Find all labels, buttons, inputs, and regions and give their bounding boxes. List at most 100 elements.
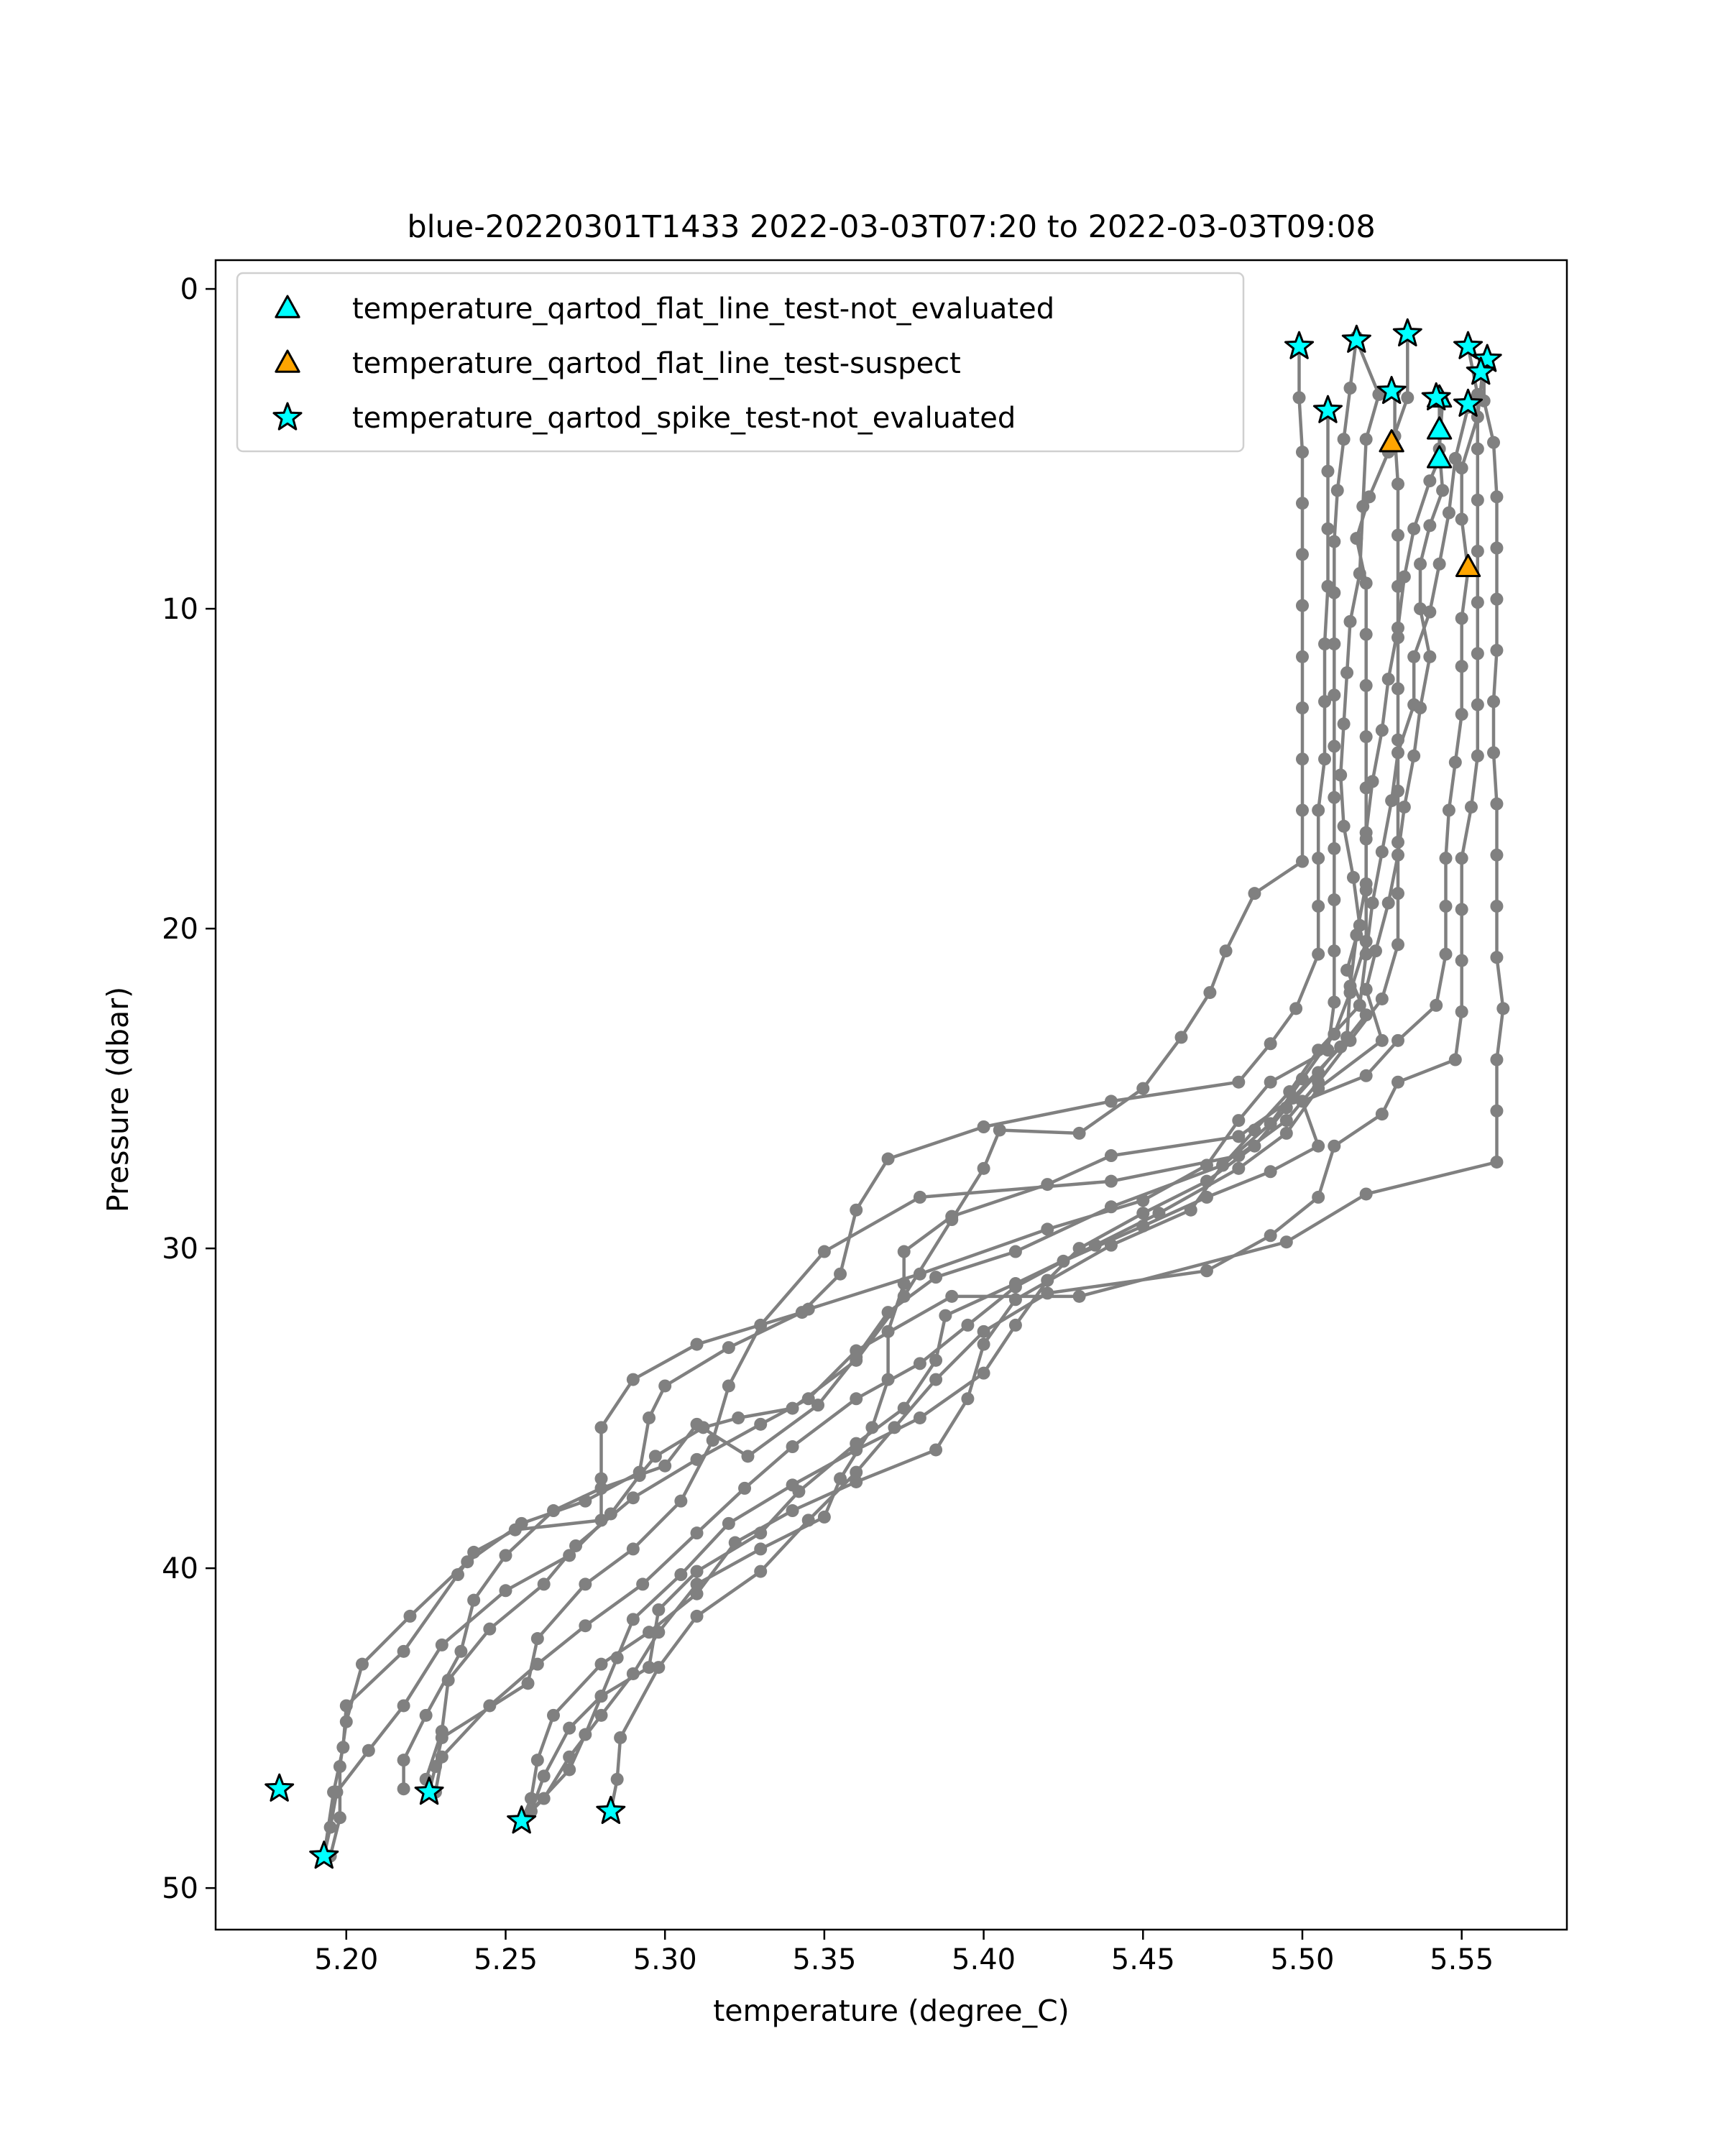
profile-point	[1008, 1245, 1022, 1258]
profile-point	[1312, 803, 1325, 817]
legend-triangle-icon	[275, 349, 300, 373]
profile-point	[977, 1366, 990, 1380]
profile-point	[690, 1577, 704, 1591]
profile-point	[1490, 541, 1504, 555]
profile-point	[690, 1417, 704, 1431]
legend: temperature_qartod_flat_line_test-not_ev…	[236, 272, 1245, 453]
profile-point	[1321, 464, 1335, 478]
spike-not-evaluated-marker	[1421, 382, 1451, 410]
profile-point	[1490, 1104, 1504, 1118]
profile-point	[1337, 717, 1351, 731]
profile-point	[1328, 944, 1341, 958]
profile-point	[1328, 637, 1341, 651]
profile-point	[1407, 698, 1421, 711]
profile-point	[850, 1203, 863, 1217]
profile-point	[1295, 497, 1309, 510]
profile-point	[594, 1514, 608, 1527]
profile-point	[1136, 1082, 1150, 1095]
axes: 5.20 5.25 5.30 5.35 5.40 5.45 5.50 5.55 0 10 20 30 4…	[162, 259, 1568, 1976]
profile-point	[403, 1609, 417, 1623]
profile-point	[1232, 1075, 1246, 1089]
profile-point	[1439, 899, 1453, 913]
profile-point	[1359, 730, 1373, 744]
profile-point	[1041, 1273, 1054, 1287]
profile-point	[1328, 842, 1341, 855]
profile-point	[1312, 1190, 1325, 1204]
profile-point	[362, 1743, 375, 1757]
profile-point	[626, 1491, 640, 1505]
profile-point	[1455, 612, 1468, 625]
profile-point	[1279, 1114, 1293, 1128]
profile-point	[1490, 797, 1504, 811]
y-tick-label: 20	[162, 913, 198, 946]
profile-point	[419, 1708, 433, 1722]
profile-point	[732, 1411, 745, 1424]
profile-point	[977, 1325, 990, 1338]
profile-point	[1337, 819, 1351, 833]
profile-point	[1366, 775, 1379, 788]
spike-not-evaluated-marker	[1312, 395, 1343, 423]
profile-point	[897, 1277, 911, 1291]
profile-line-8	[322, 413, 1330, 1856]
profile-point	[1008, 1280, 1022, 1294]
profile-point	[1430, 998, 1443, 1012]
profile-point	[1295, 752, 1309, 766]
profile-point	[977, 1120, 990, 1134]
profile-point	[1041, 1178, 1054, 1192]
profile-point	[1328, 688, 1341, 702]
profile-point	[1401, 391, 1414, 405]
legend-box	[236, 272, 1245, 453]
profile-point	[643, 1411, 656, 1424]
profile-point	[1174, 1031, 1188, 1044]
profile-point	[961, 1318, 975, 1332]
profile-point	[1072, 1126, 1086, 1140]
profile-point	[945, 1289, 959, 1303]
profile-point	[1366, 896, 1379, 910]
profile-point	[1381, 672, 1395, 686]
profile-point	[1397, 800, 1411, 814]
profile-point	[1392, 477, 1404, 491]
profile-point	[1397, 570, 1411, 584]
profile-point	[1442, 803, 1455, 817]
profile-point	[1455, 852, 1468, 865]
profile-point	[1471, 698, 1484, 711]
profile-line-10	[402, 407, 1470, 1789]
profile-point	[643, 1626, 656, 1639]
profile-point	[454, 1644, 468, 1658]
profile-point	[1359, 877, 1373, 890]
profile-point	[1496, 1002, 1510, 1015]
profile-point	[397, 1754, 410, 1767]
profile-point	[754, 1542, 768, 1556]
profile-point	[435, 1725, 448, 1738]
profile-point	[1312, 1139, 1325, 1153]
profile-point	[690, 1565, 704, 1578]
profile-point	[1432, 557, 1446, 571]
profile-point	[738, 1481, 752, 1495]
x-tick-label: 5.50	[1270, 1943, 1334, 1976]
profile-point	[563, 1763, 576, 1777]
profile-point	[1490, 1053, 1504, 1067]
profile-point	[1248, 887, 1261, 900]
profile-point	[483, 1622, 497, 1636]
profile-point	[850, 1475, 863, 1488]
flat-line-suspect-marker	[1455, 553, 1481, 577]
profile-point	[1455, 461, 1468, 475]
profile-point	[834, 1472, 847, 1485]
profile-point	[563, 1721, 576, 1735]
profile-point	[929, 1353, 943, 1367]
profile-point	[333, 1811, 346, 1825]
profile-point	[1328, 791, 1341, 804]
profile-point	[1312, 899, 1325, 913]
profile-point	[1423, 519, 1437, 533]
profile-point	[594, 1708, 608, 1722]
profile-point	[1321, 522, 1335, 535]
profile-point	[1455, 512, 1468, 526]
profile-point	[1104, 1095, 1118, 1108]
profile-point	[658, 1379, 672, 1393]
profile-point	[786, 1478, 799, 1492]
profile-point	[850, 1465, 863, 1479]
profile-point	[939, 1309, 952, 1322]
profile-point	[547, 1504, 560, 1518]
profile-line-7	[424, 369, 1505, 1780]
profile-point	[1490, 592, 1504, 606]
